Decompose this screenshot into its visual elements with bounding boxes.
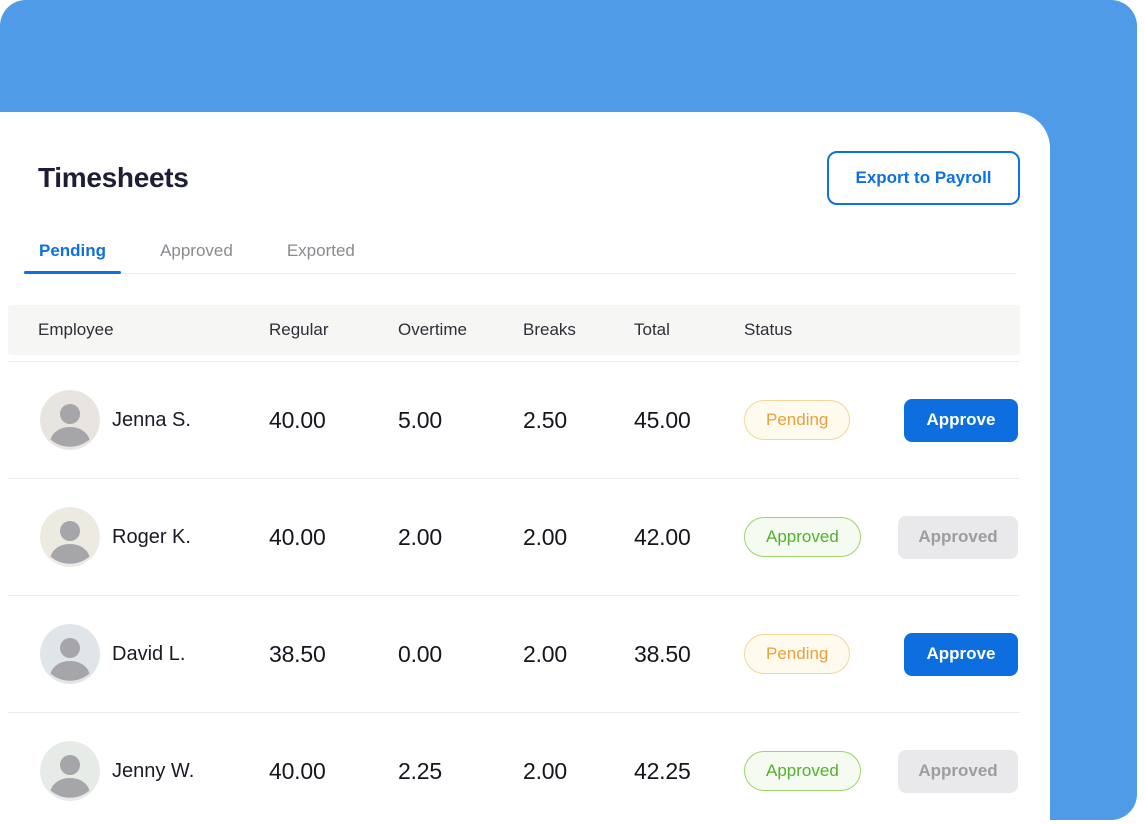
tab-pending[interactable]: Pending [24,232,122,274]
status-cell: Approved [744,517,891,557]
action-cell: Approve [904,632,1018,676]
total-hours: 42.25 [634,757,691,784]
status-cell: Approved [744,751,891,791]
breaks-hours: 2.50 [523,406,567,433]
employee-cell: Jenny W. [8,741,269,801]
table-body: Jenna S. 40.00 5.00 2.50 45.00 Pending A… [8,361,1020,824]
person-silhouette-icon [40,390,100,450]
action-cell: Approve [904,398,1018,442]
overtime-hours: 2.25 [398,757,442,784]
employee-name: Jenny W. [112,759,195,782]
employee-name: Roger K. [112,525,191,548]
breaks-hours: 2.00 [523,640,567,667]
table-row: David L. 38.50 0.00 2.00 38.50 Pending A… [8,596,1020,713]
table-row: Jenna S. 40.00 5.00 2.50 45.00 Pending A… [8,362,1020,479]
status-badge: Pending [744,634,851,674]
employee-cell: Jenna S. [8,390,269,450]
column-header-status: Status [744,320,793,339]
table-header-row: Employee Regular Overtime Breaks Total S… [8,305,1020,355]
regular-hours: 40.00 [269,523,326,550]
column-header-breaks: Breaks [523,320,576,339]
breaks-hours: 2.00 [523,757,567,784]
employee-name: Jenna S. [112,408,191,431]
approved-button-disabled: Approved [898,749,1018,793]
status-badge: Approved [744,517,861,557]
action-cell: Approved [898,749,1018,793]
export-to-payroll-button[interactable]: Export to Payroll [827,151,1020,205]
status-cell: Pending [744,400,891,440]
overtime-hours: 2.00 [398,523,442,550]
avatar [40,624,100,684]
regular-hours: 38.50 [269,640,326,667]
tab-exported[interactable]: Exported [286,241,355,260]
employee-name: David L. [112,642,186,665]
tab-bar: Pending Approved Exported [24,232,1016,274]
table-row: Jenny W. 40.00 2.25 2.00 42.25 Approved … [8,713,1020,824]
approve-button[interactable]: Approve [904,398,1018,442]
card-header: Timesheets Export to Payroll [38,151,1020,205]
timesheets-card: Timesheets Export to Payroll Pending App… [0,112,1050,824]
employee-cell: Roger K. [8,507,269,567]
overtime-hours: 0.00 [398,640,442,667]
total-hours: 42.00 [634,523,691,550]
person-silhouette-icon [40,624,100,684]
avatar [40,390,100,450]
column-header-overtime: Overtime [398,320,467,339]
avatar [40,507,100,567]
status-badge: Pending [744,400,851,440]
total-hours: 38.50 [634,640,691,667]
person-silhouette-icon [40,741,100,801]
approve-button[interactable]: Approve [904,632,1018,676]
person-silhouette-icon [40,507,100,567]
regular-hours: 40.00 [269,406,326,433]
avatar [40,741,100,801]
total-hours: 45.00 [634,406,691,433]
status-cell: Pending [744,634,891,674]
page-title: Timesheets [38,162,189,193]
status-badge: Approved [744,751,861,791]
overtime-hours: 5.00 [398,406,442,433]
breaks-hours: 2.00 [523,523,567,550]
column-header-employee: Employee [38,320,114,339]
regular-hours: 40.00 [269,757,326,784]
approved-button-disabled: Approved [898,515,1018,559]
employee-cell: David L. [8,624,269,684]
action-cell: Approved [898,515,1018,559]
tab-approved[interactable]: Approved [160,241,233,260]
table-row: Roger K. 40.00 2.00 2.00 42.00 Approved … [8,479,1020,596]
column-header-total: Total [634,320,670,339]
column-header-regular: Regular [269,320,329,339]
